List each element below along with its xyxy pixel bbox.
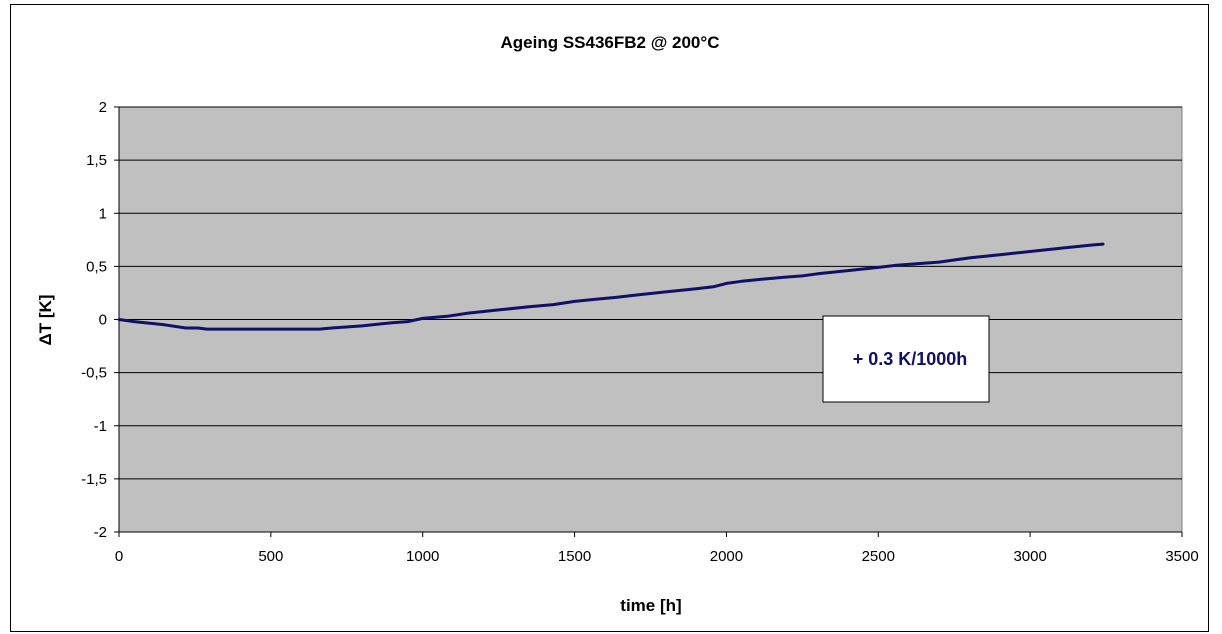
x-tick-label: 3000 [1013,548,1046,565]
y-tick-label: -2 [94,524,107,541]
gridlines [119,106,1182,533]
series-line [117,242,1105,331]
annotation-rect [822,315,990,403]
x-tick-label: 500 [258,548,283,565]
y-tick-label: -1 [94,418,107,435]
annotation-box: + 0.3 K/1000h [822,315,990,403]
y-tick-label: -1,5 [81,471,107,488]
x-axis-title: time [h] [620,596,681,615]
y-tick-label: -0,5 [81,365,107,382]
x-tick-label: 1000 [406,548,439,565]
x-axis-ticks: 0 500 1000 1500 2000 2500 3000 3500 [115,532,1199,565]
y-tick-label: 0 [99,312,107,329]
y-tick-label: 2 [99,99,107,116]
y-tick-label: 1,5 [86,152,107,169]
x-tick-label: 2500 [862,548,895,565]
x-tick-label: 2000 [710,548,743,565]
chart-title: Ageing SS436FB2 @ 200°C [501,33,720,52]
y-tick-label: 1 [99,205,107,222]
annotation-text: + 0.3 K/1000h [853,349,968,369]
y-tick-label: 0,5 [86,258,107,275]
series-layer [117,242,1105,331]
y-axis-ticks: -2 -1,5 -1 -0,5 0 0,5 1 1,5 2 [81,99,119,541]
x-tick-label: 3500 [1165,548,1198,565]
x-tick-label: 1500 [558,548,591,565]
x-tick-label: 0 [115,548,123,565]
y-axis-title: ΔT [K] [36,295,55,346]
